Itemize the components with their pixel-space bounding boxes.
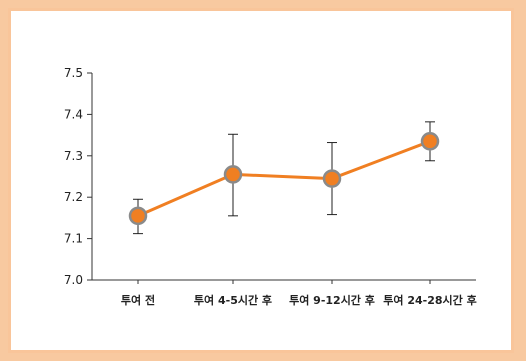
data-point	[420, 132, 440, 151]
data-point	[128, 206, 148, 226]
y-tick-label: 7.3	[64, 149, 83, 163]
y-axis-ticks: 7.5 7.4 7.3 7.2 7.1 7.0	[64, 66, 92, 287]
data-point	[322, 169, 342, 188]
series-lines	[137, 139, 431, 218]
y-tick-label: 7.5	[64, 66, 83, 80]
y-tick-label: 7.4	[64, 107, 83, 121]
x-tick-label: 투여 전	[121, 293, 155, 307]
x-tick-label: 투여 9-12시간 후	[289, 293, 375, 307]
x-tick-label: 투여 4-5시간 후	[194, 293, 272, 307]
y-tick-label: 7.0	[64, 273, 83, 287]
data-point	[223, 165, 243, 184]
chart-axes	[91, 73, 476, 281]
y-tick-label: 7.1	[64, 232, 83, 246]
series-line	[137, 139, 431, 218]
data-points	[128, 132, 440, 226]
x-tick-label: 투여 24-28시간 후	[383, 293, 476, 307]
y-tick-label: 7.2	[64, 190, 83, 204]
x-axis-labels: 투여 전 투여 4-5시간 후 투여 9-12시간 후 투여 24-28시간 후	[121, 280, 477, 307]
